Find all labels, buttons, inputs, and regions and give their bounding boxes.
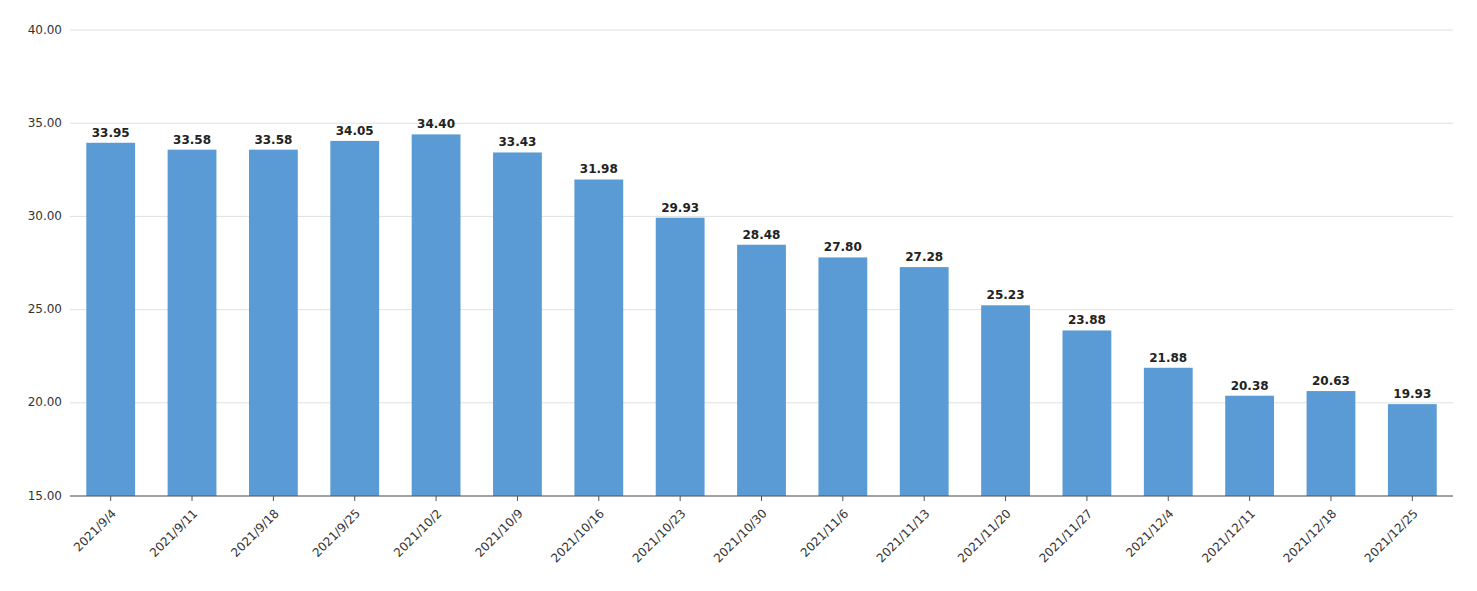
grid-line (70, 123, 1453, 124)
bar (656, 218, 705, 496)
bar (900, 267, 949, 496)
bar (1388, 404, 1437, 496)
bar (1225, 396, 1274, 496)
y-tick-label: 25.00 (28, 302, 62, 316)
x-tick (761, 496, 762, 501)
data-label: 34.05 (336, 124, 374, 138)
x-tick (1412, 496, 1413, 501)
y-tick-label: 15.00 (28, 489, 62, 503)
data-label: 29.93 (661, 201, 699, 215)
x-tick (1086, 496, 1087, 501)
y-axis: 15.00 20.00 25.00 30.00 35.00 40.00 (28, 23, 62, 503)
x-tick-label: 2021/9/11 (147, 506, 200, 559)
bar (1063, 330, 1112, 496)
bar (86, 143, 135, 496)
bar (1144, 368, 1193, 496)
bar (168, 150, 217, 496)
x-tick-label: 2021/11/20 (955, 506, 1014, 565)
data-label: 23.88 (1068, 313, 1106, 327)
x-axis: 2021/9/4 2021/9/11 2021/9/18 2021/9/25 2021/… (70, 496, 1453, 565)
x-tick-label: 2021/12/18 (1281, 506, 1340, 565)
data-label: 31.98 (580, 162, 618, 176)
bars (86, 134, 1436, 496)
data-label: 21.88 (1149, 351, 1187, 365)
bar (574, 179, 623, 496)
bar (1307, 391, 1356, 496)
y-tick-label: 40.00 (28, 23, 62, 37)
data-label: 20.38 (1231, 379, 1269, 393)
bar (493, 152, 542, 496)
x-tick-label: 2021/12/25 (1362, 506, 1421, 565)
data-label: 25.23 (987, 288, 1025, 302)
x-tick-label: 2021/9/4 (71, 506, 119, 554)
x-tick (354, 496, 355, 501)
x-tick (680, 496, 681, 501)
x-tick (110, 496, 111, 501)
x-tick (1249, 496, 1250, 501)
x-tick (273, 496, 274, 501)
data-labels: 33.95 33.58 33.58 34.05 34.40 33.43 31.98 29.93… (92, 117, 1432, 401)
grid-line (70, 30, 1453, 31)
x-tick-label: 2021/11/13 (874, 506, 933, 565)
data-label: 27.28 (905, 250, 943, 264)
data-label: 33.58 (173, 133, 211, 147)
x-tick (1005, 496, 1006, 501)
x-tick (192, 496, 193, 501)
data-label: 34.40 (417, 117, 455, 131)
x-tick-label: 2021/11/6 (798, 506, 851, 559)
x-tick-label: 2021/12/11 (1199, 506, 1258, 565)
x-tick (842, 496, 843, 501)
x-tick-label: 2021/9/25 (310, 506, 363, 559)
x-tick (1330, 496, 1331, 501)
x-tick-label: 2021/10/23 (630, 506, 689, 565)
bar (981, 305, 1030, 496)
bar (737, 245, 786, 496)
x-tick-label: 2021/10/16 (548, 506, 607, 565)
data-label: 27.80 (824, 240, 862, 254)
x-tick (598, 496, 599, 501)
y-tick-label: 20.00 (28, 395, 62, 409)
bar (818, 257, 867, 496)
x-tick-label: 2021/10/2 (391, 506, 444, 559)
x-tick (517, 496, 518, 501)
bar (330, 141, 379, 496)
bar (249, 150, 298, 496)
x-tick (924, 496, 925, 501)
chart-svg: 15.00 20.00 25.00 30.00 35.00 40.00 33.95 33.58… (0, 0, 1477, 591)
x-tick-label: 2021/11/27 (1036, 506, 1095, 565)
x-tick (436, 496, 437, 501)
y-grid (70, 30, 1453, 496)
x-tick-label: 2021/9/18 (228, 506, 281, 559)
data-label: 33.95 (92, 126, 130, 140)
data-label: 20.63 (1312, 374, 1350, 388)
x-tick-label: 2021/10/30 (711, 506, 770, 565)
data-label: 19.93 (1393, 387, 1431, 401)
y-tick-label: 35.00 (28, 116, 62, 130)
chart-container: 15.00 20.00 25.00 30.00 35.00 40.00 33.95 33.58… (0, 0, 1477, 591)
data-label: 28.48 (743, 228, 781, 242)
data-label: 33.43 (498, 135, 536, 149)
y-tick-label: 30.00 (28, 209, 62, 223)
data-label: 33.58 (254, 133, 292, 147)
x-tick (1168, 496, 1169, 501)
bar (412, 134, 461, 496)
x-tick-label: 2021/10/9 (472, 506, 525, 559)
x-tick-label: 2021/12/4 (1123, 506, 1176, 559)
